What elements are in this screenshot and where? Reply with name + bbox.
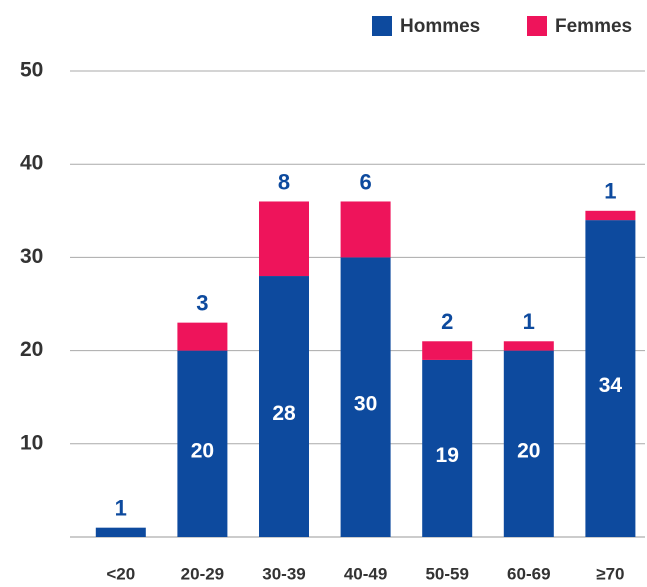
- bar-segment: [422, 359, 473, 537]
- value-label: 8: [278, 169, 290, 194]
- y-tick-label: 50: [20, 59, 43, 82]
- legend-swatch: [372, 16, 392, 36]
- value-label: 20: [517, 439, 540, 462]
- value-label: 34: [599, 374, 623, 397]
- value-label: 28: [272, 402, 296, 425]
- value-label: 2: [441, 309, 453, 334]
- bar-segment: [95, 527, 146, 537]
- x-tick-label: 40-49: [344, 564, 387, 583]
- y-tick-label: 40: [20, 152, 43, 175]
- bar-segment: [259, 276, 309, 537]
- value-label: 3: [196, 290, 208, 315]
- bar-segment: [503, 341, 554, 351]
- bar-segment: [259, 201, 309, 277]
- bar-segment: [422, 341, 473, 360]
- y-tick-label: 30: [20, 245, 43, 268]
- value-label: 20: [191, 439, 214, 462]
- bar-segment: [585, 210, 636, 221]
- value-label: 1: [115, 495, 127, 520]
- y-tick-label: 10: [20, 431, 43, 454]
- value-label: 19: [436, 444, 459, 467]
- bar-segment: [177, 322, 228, 351]
- x-tick-label: 50-59: [425, 564, 468, 583]
- bar-segment: [340, 257, 391, 537]
- legend-label: Femmes: [555, 16, 632, 37]
- legend-label: Hommes: [400, 16, 480, 37]
- value-label: 6: [359, 169, 371, 194]
- bar-segment: [585, 220, 636, 537]
- x-tick-label: 20-29: [181, 564, 224, 583]
- x-tick-label: ≥70: [596, 564, 624, 583]
- bar-segment: [340, 201, 391, 258]
- y-tick-label: 20: [20, 338, 43, 361]
- x-tick-label: 30-39: [262, 564, 305, 583]
- x-tick-label: 60-69: [507, 564, 550, 583]
- bar-segment: [503, 350, 554, 537]
- value-label: 1: [604, 179, 616, 204]
- x-tick-label: <20: [106, 564, 135, 583]
- bar-segment: [177, 350, 228, 537]
- legend-swatch: [527, 16, 547, 36]
- value-label: 1: [523, 309, 535, 334]
- value-label: 30: [354, 393, 377, 416]
